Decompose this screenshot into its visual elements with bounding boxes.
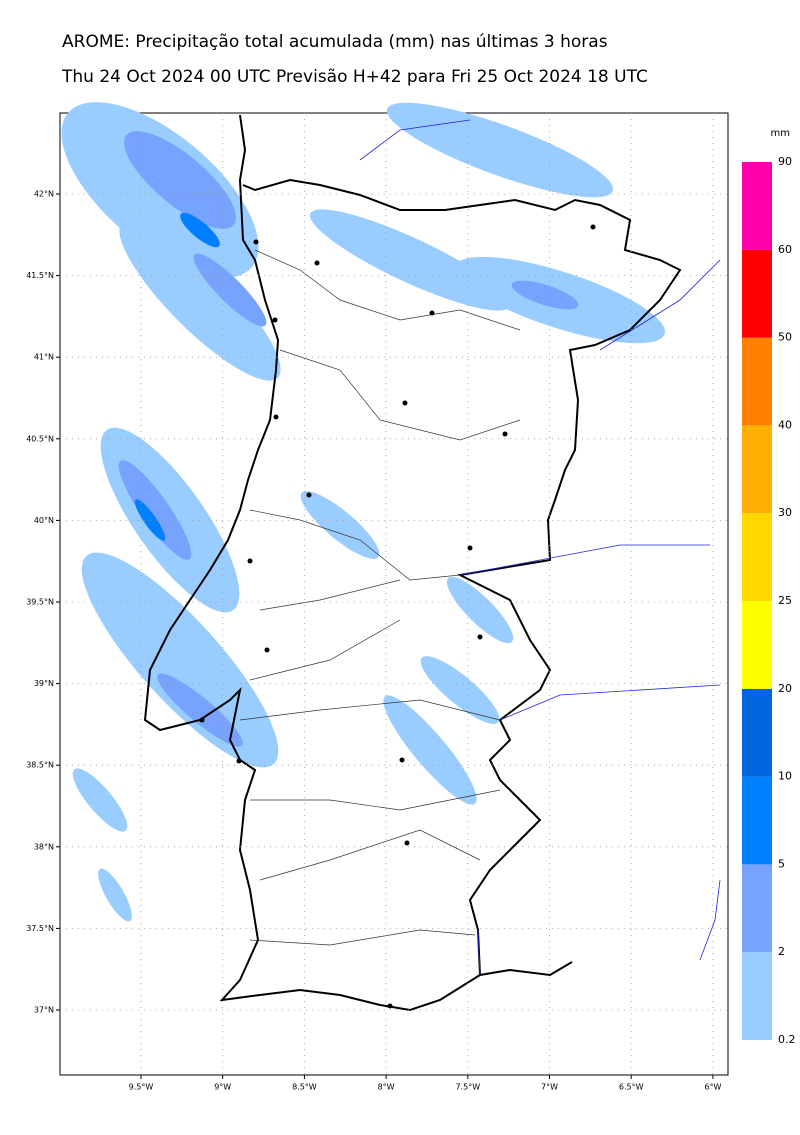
lon-label: 7.5°W: [455, 1083, 480, 1092]
lon-label: 9.5°W: [129, 1083, 154, 1092]
lon-label: 8°W: [378, 1083, 395, 1092]
map: [59, 102, 729, 1076]
colorbar-label: 25: [778, 594, 792, 607]
lat-label: 41.5°N: [26, 271, 54, 280]
lat-label: 40°N: [34, 516, 54, 525]
precip-area: [180, 212, 220, 248]
lat-label: 39.5°N: [26, 598, 54, 607]
city: [590, 224, 596, 230]
subtitle: Thu 24 Oct 2024 00 UTC Previsão H+42 par…: [61, 67, 648, 87]
city: [429, 310, 435, 316]
border: [242, 178, 682, 976]
city: [247, 558, 253, 564]
precip-area: [309, 209, 511, 311]
precip-area: [98, 868, 132, 922]
city: [314, 260, 320, 266]
colorbar-segment: [742, 952, 772, 1040]
rivers: [359, 119, 721, 976]
precip-area: [446, 576, 514, 644]
colorbar-segment: [742, 425, 772, 514]
lat-label: 37.5°N: [26, 924, 54, 933]
lon-label: 6.5°W: [619, 1083, 644, 1092]
colorbar-label: 5: [778, 857, 785, 870]
precip-area: [383, 695, 477, 805]
precip-area: [124, 131, 236, 229]
colorbar-segment: [742, 688, 772, 777]
precip-area: [119, 219, 281, 381]
colorbar-segment: [742, 776, 772, 865]
precip-area: [157, 673, 243, 747]
districts: [239, 249, 521, 946]
precip-area: [420, 656, 500, 724]
city: [387, 1003, 393, 1009]
colorbar-label: 90: [778, 155, 792, 168]
colorbar-label: 50: [778, 331, 792, 344]
colorbar-label: 60: [778, 243, 792, 256]
colorbar-segment: [742, 601, 772, 689]
colorbar-label: 10: [778, 770, 792, 783]
precip-area: [511, 280, 579, 310]
lat-label: 42°N: [34, 190, 54, 199]
precip-area: [72, 768, 128, 832]
colorbar-label: 0.2: [778, 1033, 796, 1046]
precip-area: [193, 253, 267, 327]
lat-label: 38.5°N: [26, 761, 54, 770]
lon-label: 6°W: [704, 1083, 721, 1092]
colorbar-segment: [742, 162, 772, 250]
city: [199, 717, 205, 723]
city: [273, 414, 279, 420]
colorbar-label: 30: [778, 506, 792, 519]
city: [477, 634, 483, 640]
cities: [199, 224, 596, 1009]
colorbar-label: 20: [778, 682, 792, 695]
lon-label: 8.5°W: [292, 1083, 317, 1092]
colorbar-segment: [742, 864, 772, 953]
lat-label: 38°N: [34, 842, 54, 851]
lat-label: 40.5°N: [26, 434, 54, 443]
city: [502, 431, 508, 437]
lat-label: 41°N: [34, 353, 54, 362]
city: [399, 757, 405, 763]
precip-areas-heavy: [118, 131, 579, 747]
city: [253, 239, 259, 245]
city: [272, 317, 278, 323]
precip-area: [300, 491, 380, 559]
city: [306, 492, 312, 498]
precip-area: [81, 552, 279, 768]
colorbar-segment: [742, 513, 772, 601]
precip-area: [118, 460, 192, 560]
colorbar-label: 40: [778, 418, 792, 431]
lat-label: 39°N: [34, 679, 54, 688]
title: AROME: Precipitação total acumulada (mm)…: [62, 32, 608, 52]
colorbar-segment: [742, 249, 772, 338]
city: [402, 400, 408, 406]
coastline: [143, 114, 573, 1012]
lat-label: 37°N: [34, 1006, 54, 1015]
precip-area: [386, 102, 614, 198]
colorbar-segment: [742, 337, 772, 426]
colorbar-unit: mm: [771, 128, 790, 139]
colorbar-label: 2: [778, 945, 785, 958]
city: [467, 545, 473, 551]
lon-label: 7°W: [541, 1083, 558, 1092]
city: [236, 758, 242, 764]
lon-label: 9°W: [214, 1083, 231, 1092]
city: [404, 840, 410, 846]
city: [264, 647, 270, 653]
